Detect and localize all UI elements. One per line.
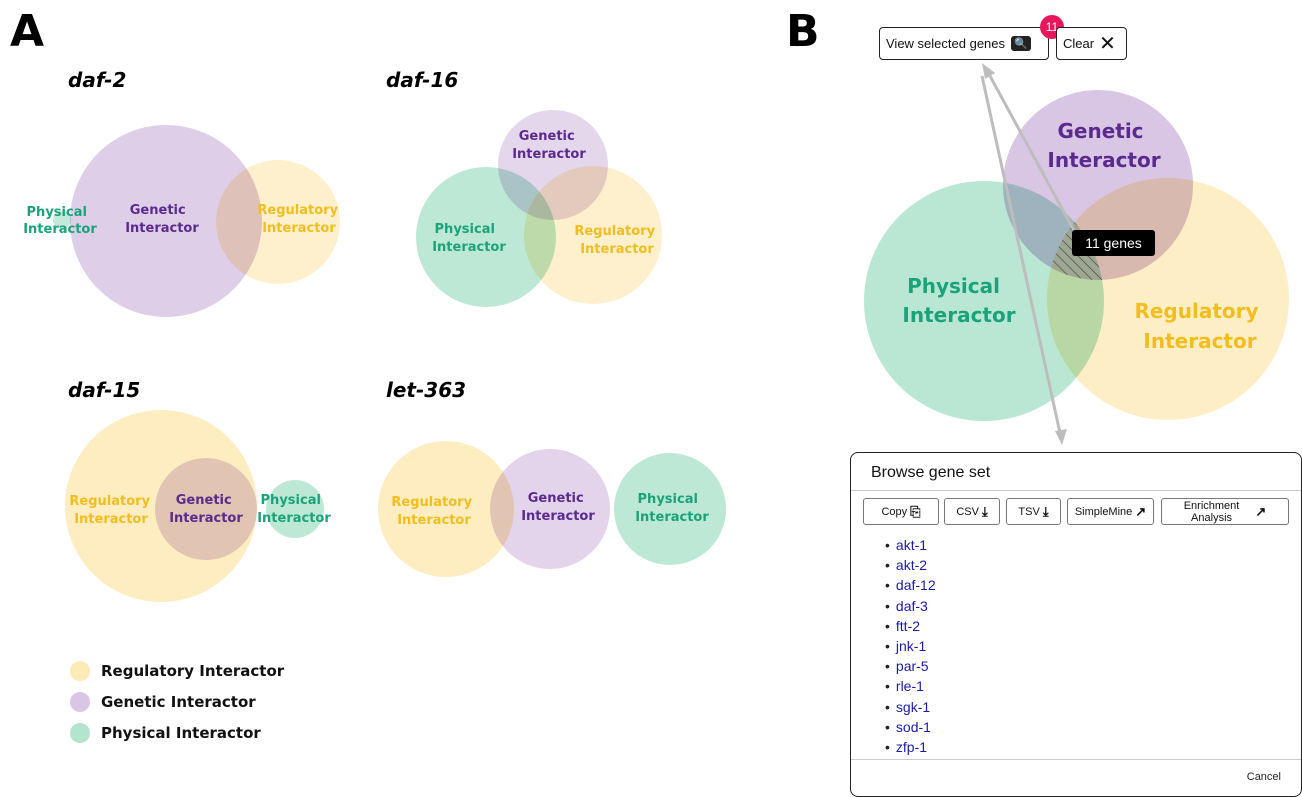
regulatory-circle: [378, 441, 514, 577]
regulatory-circle: [216, 160, 340, 284]
gene-link[interactable]: rle-1: [871, 676, 936, 696]
legend-label-regulatory: Regulatory Interactor: [101, 662, 285, 680]
divider: [851, 490, 1301, 491]
legend-label-genetic: Genetic Interactor: [101, 693, 256, 711]
tsv-label: TSV: [1018, 505, 1040, 518]
gene-link[interactable]: ftt-2: [871, 616, 936, 636]
external-link-icon: ↗: [1135, 503, 1147, 519]
enrichment-label: Enrichment Analysis: [1183, 499, 1240, 524]
genetic-label: Genetic Interactor: [512, 129, 586, 162]
browse-gene-set-dialog: Browse gene set Copy ⎘ CSV ⤓ TSV ⤓ Simpl…: [850, 452, 1302, 797]
gene-link[interactable]: akt-2: [871, 555, 936, 575]
divider: [851, 759, 1301, 760]
venn-title: daf-16: [386, 68, 458, 92]
genetic-label: Genetic Interactor: [521, 491, 595, 524]
gene-link[interactable]: jnk-1: [871, 636, 936, 656]
simplemine-label: SimpleMine: [1074, 505, 1133, 518]
view-selected-genes-label: View selected genes: [886, 36, 1006, 51]
genetic-label-b: Genetic Interactor: [1047, 119, 1160, 172]
copy-label: Copy: [881, 505, 908, 518]
venn-title: let-363: [386, 378, 466, 402]
venn-daf-15: daf-15 Regulatory Interactor Genetic Int…: [65, 378, 331, 602]
regulatory-label: Regulatory Interactor: [574, 224, 659, 257]
selected-count-badge: 11: [1040, 15, 1064, 39]
regulatory-label: Regulatory Interactor: [257, 203, 342, 236]
selection-tooltip: 11 genes: [1072, 230, 1155, 256]
legend-label-physical: Physical Interactor: [101, 724, 261, 742]
panel-b-letter: B: [786, 6, 820, 57]
legend-swatch-genetic: [70, 692, 90, 712]
copy-button[interactable]: Copy ⎘: [863, 498, 939, 525]
simplemine-button[interactable]: SimpleMine ↗: [1067, 498, 1154, 525]
dialog-title: Browse gene set: [871, 464, 991, 481]
legend-swatch-regulatory: [70, 661, 90, 681]
search-icon: 🔍: [1011, 36, 1032, 51]
gene-link[interactable]: daf-12: [871, 575, 936, 595]
gene-link[interactable]: daf-3: [871, 596, 936, 616]
external-link-icon: ↗: [1255, 503, 1267, 519]
arrow-to-dialog: [980, 75, 1062, 434]
arrow-to-button: [988, 75, 1080, 239]
gene-link[interactable]: zfp-1: [871, 737, 936, 757]
csv-button[interactable]: CSV ⤓: [944, 498, 1000, 525]
venn-daf-16: daf-16 Genetic Interactor Physical Inter…: [386, 68, 662, 307]
clear-button[interactable]: Clear ✕: [1056, 27, 1127, 60]
regulatory-label: Regulatory Interactor: [391, 495, 476, 528]
arrowhead-button: [982, 63, 995, 79]
venn-let-363: let-363 Regulatory Interactor Genetic In…: [378, 378, 726, 577]
close-icon: ✕: [1099, 32, 1116, 55]
copy-icon: ⎘: [910, 503, 921, 519]
gene-link[interactable]: par-5: [871, 656, 936, 676]
panel-a-letter: A: [10, 6, 44, 57]
venn-daf-2: daf-2 Physical Interactor Genetic Intera…: [23, 68, 342, 317]
genetic-circle: [70, 125, 262, 317]
physical-label: Physical Interactor: [23, 205, 97, 237]
genetic-circle: [498, 110, 608, 220]
annotation-arrows: [980, 63, 1080, 445]
cancel-button[interactable]: Cancel: [1246, 771, 1281, 783]
physical-circle: [614, 453, 726, 565]
enrichment-analysis-button[interactable]: Enrichment Analysis ↗: [1161, 498, 1289, 525]
csv-label: CSV: [956, 505, 979, 518]
genetic-circle: [490, 449, 610, 569]
legend: Regulatory Interactor Genetic Interactor…: [70, 661, 285, 743]
clear-label: Clear: [1063, 36, 1095, 51]
gene-link[interactable]: sod-1: [871, 717, 936, 737]
gene-link[interactable]: sgk-1: [871, 697, 936, 717]
download-icon: ⤓: [1042, 503, 1049, 519]
gene-list: akt-1 akt-2 daf-12 daf-3 ftt-2 jnk-1 par…: [871, 535, 936, 757]
physical-label: Physical Interactor: [257, 493, 331, 526]
arrowhead-dialog: [1055, 429, 1067, 445]
physical-circle: [53, 211, 71, 229]
physical-label: Physical Interactor: [432, 222, 506, 255]
physical-label: Physical Interactor: [635, 492, 709, 525]
physical-circle: [266, 480, 324, 538]
regulatory-label: Regulatory Interactor: [69, 494, 154, 527]
legend-swatch-physical: [70, 723, 90, 743]
venn-title: daf-15: [68, 378, 140, 402]
tsv-button[interactable]: TSV ⤓: [1006, 498, 1061, 525]
genetic-circle: [155, 458, 257, 560]
venn-title: daf-2: [68, 68, 126, 92]
genetic-label: Genetic Interactor: [125, 203, 199, 236]
download-icon: ⤓: [981, 503, 988, 519]
gene-link[interactable]: akt-1: [871, 535, 936, 555]
regulatory-label-b: Regulatory Interactor: [1134, 299, 1265, 353]
physical-label-b: Physical Interactor: [902, 274, 1015, 327]
genetic-label: Genetic Interactor: [169, 493, 243, 526]
view-selected-genes-button[interactable]: View selected genes 🔍: [879, 27, 1049, 60]
